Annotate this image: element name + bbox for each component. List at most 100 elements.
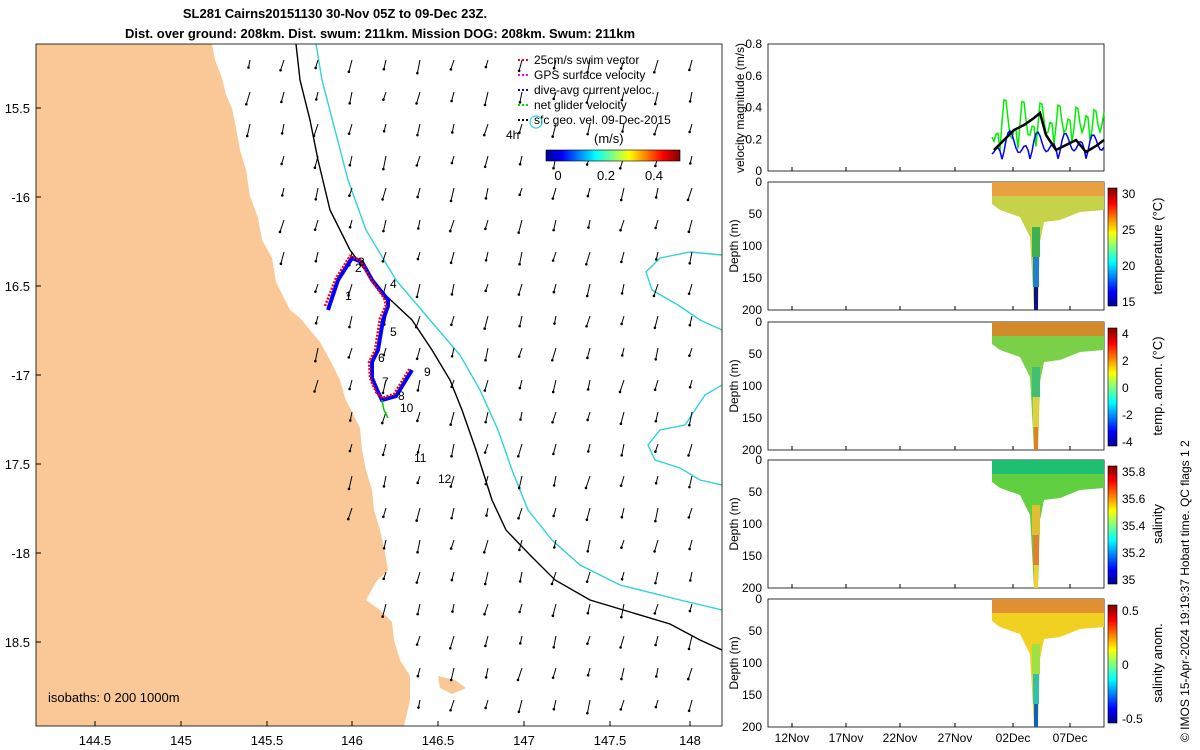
current-arrow <box>246 123 251 137</box>
current-arrow <box>689 315 693 326</box>
current-arrow <box>348 283 353 296</box>
current-arrow <box>519 315 523 327</box>
waypoint-label: 7 <box>382 375 389 389</box>
waypoint-label: 2 <box>355 261 362 275</box>
current-arrow <box>551 347 557 361</box>
current-arrow <box>281 123 285 134</box>
current-arrow <box>382 251 387 262</box>
current-arrow <box>416 635 421 645</box>
title-line-1: SL281 Cairns20151130 30-Nov 05Z to 09-De… <box>182 6 488 21</box>
land-mass <box>36 44 410 726</box>
current-arrow <box>450 475 455 487</box>
current-arrow <box>688 635 693 650</box>
map-x-tick: 145.5 <box>251 733 284 748</box>
current-arrow <box>349 91 353 104</box>
svg-text:0: 0 <box>1122 658 1129 672</box>
svg-text:150: 150 <box>742 271 762 285</box>
current-arrow <box>416 571 421 583</box>
svg-text:-2: -2 <box>1122 408 1133 422</box>
current-arrow <box>519 155 523 165</box>
legend-entry: sfc geo. vel. 09-Dec-2015 <box>534 113 671 127</box>
velocity-panel <box>767 43 1105 172</box>
current-arrow <box>349 379 353 390</box>
map-x-tick: 145 <box>170 733 192 748</box>
current-arrow <box>587 187 591 197</box>
temperature-colorbar <box>1107 187 1118 307</box>
svg-text:0.6: 0.6 <box>745 69 762 83</box>
current-arrow <box>587 603 591 614</box>
svg-text:50: 50 <box>749 485 763 499</box>
date-tick: 02Dec <box>996 731 1031 745</box>
current-arrow <box>654 507 659 522</box>
depth-ylabel: Depth (m) <box>727 497 741 550</box>
current-arrow <box>621 507 625 518</box>
map-x-tick: 146.5 <box>422 733 455 748</box>
current-arrow <box>279 219 285 233</box>
svg-text:35.6: 35.6 <box>1122 492 1146 506</box>
current-arrow <box>553 635 557 648</box>
current-arrow <box>383 475 387 487</box>
waypoint-label: 8 <box>398 389 405 403</box>
current-arrow <box>586 283 591 297</box>
current-arrow <box>587 539 591 552</box>
colorbar-unit: (m/s) <box>594 131 624 146</box>
waypoint-label: 5 <box>390 325 397 339</box>
svg-text:0: 0 <box>755 315 762 329</box>
current-arrow <box>586 347 591 359</box>
current-arrow <box>654 315 659 328</box>
current-arrow <box>450 315 455 325</box>
depth-ylabel: Depth (m) <box>727 359 741 412</box>
map-y-tick: -18 <box>11 546 30 561</box>
current-arrow <box>349 411 353 421</box>
current-arrow <box>416 123 421 136</box>
svg-text:35.8: 35.8 <box>1122 465 1146 479</box>
temp_anom-colorbar <box>1107 327 1118 447</box>
current-arrow <box>586 571 591 582</box>
current-arrow <box>314 379 319 392</box>
current-arrow <box>417 443 421 453</box>
current-arrow <box>518 59 523 71</box>
current-arrow <box>245 91 251 105</box>
map-x-tick: 147.5 <box>594 733 627 748</box>
current-arrow <box>451 507 455 519</box>
current-arrow <box>517 667 523 681</box>
current-arrow <box>314 219 319 230</box>
map-y-tick: 18.5 <box>5 635 30 650</box>
depth-ylabel: Depth (m) <box>727 636 741 689</box>
current-arrow <box>451 123 455 133</box>
current-arrow <box>620 475 625 486</box>
net-velocity-trace <box>991 98 1105 151</box>
current-arrow <box>688 219 693 232</box>
current-arrow <box>484 155 489 167</box>
current-arrow <box>449 219 455 232</box>
waypoint-label: 11 <box>414 451 427 465</box>
temperature-colorbar-label: temperature (°C) <box>1150 198 1165 295</box>
waypoint-label: 12 <box>438 472 452 486</box>
current-arrow <box>518 507 523 519</box>
current-arrow <box>485 475 489 485</box>
current-arrow <box>417 379 421 391</box>
current-arrow <box>518 347 523 357</box>
map-x-tick: 146 <box>341 733 363 748</box>
current-arrow <box>687 667 693 680</box>
current-arrow <box>689 539 693 550</box>
current-arrow <box>314 283 319 292</box>
isobath-note: isobaths: 0 200 1000m <box>48 690 180 705</box>
copyright-note: © IMOS 15-Apr-2024 19:19:37 Hobart time.… <box>1178 440 1192 742</box>
current-arrow <box>450 667 455 681</box>
current-arrow <box>416 155 421 166</box>
current-arrow <box>383 59 387 70</box>
current-arrow <box>382 379 387 394</box>
map-x-tick: 148 <box>679 733 701 748</box>
current-arrow <box>451 91 455 102</box>
current-arrow <box>382 507 387 517</box>
current-arrow <box>655 187 659 198</box>
map-y-tick: -17 <box>11 368 30 383</box>
svg-text:100: 100 <box>742 656 762 670</box>
current-arrow <box>417 219 421 229</box>
svg-text:0.5: 0.5 <box>1122 604 1139 618</box>
current-arrow <box>348 475 353 490</box>
current-arrow <box>620 59 625 69</box>
legend-entry: 25cm/s swim vector <box>534 53 639 67</box>
sal_anom-colorbar <box>1107 604 1118 724</box>
